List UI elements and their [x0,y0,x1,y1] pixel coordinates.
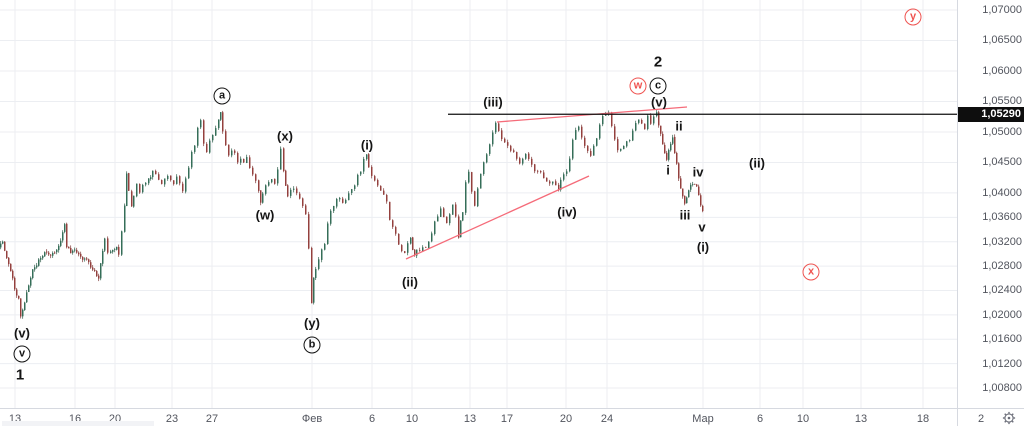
price-axis-label: 1,06500 [982,34,1022,47]
price-axis-label: 1,01200 [982,357,1022,370]
price-axis-label: 1,06000 [982,64,1022,77]
price-axis-label: 1,05000 [982,125,1022,138]
bottom-left-strip [2,421,154,426]
wave-annotation-w[interactable]: (w) [255,207,275,223]
wave-annotation-y[interactable]: y [904,8,922,26]
time-axis-label: 24 [600,413,614,425]
wave-annotation-v[interactable]: v [698,219,706,235]
price-line-label[interactable]: 1,05290 [958,106,1024,122]
wave-annotation-x[interactable]: (x) [277,128,293,144]
wave-annotation-iii[interactable]: (iii) [483,94,503,110]
wave-annotation-i[interactable]: (i) [696,239,710,255]
time-axis-label: 13 [463,413,477,425]
wave-annotation-b[interactable]: b [303,336,321,354]
wave-annotation-ii[interactable]: ii [675,118,683,134]
price-axis-label: 1,02000 [982,308,1022,321]
price-axis-label: 1,04000 [982,186,1022,199]
wave-annotation-iv[interactable]: iv [692,164,704,180]
axis-corner-divider [957,409,958,426]
time-axis-label: 6 [368,413,376,425]
wave-annotation-x[interactable]: x [802,263,820,281]
wave-annotation-v[interactable]: (v) [14,325,30,341]
time-axis-label: 10 [796,413,810,425]
wave-annotation-i[interactable]: (i) [360,137,374,153]
candlestick-chart [0,0,957,408]
price-axis-label: 1,01600 [982,333,1022,346]
axis-settings-button[interactable] [1001,410,1017,426]
chart-plot-area[interactable]: (v) v 1 a (x) (w) (i) (y) b (ii) (iii) (iv) 2 w c (v) ii… [0,0,957,408]
price-axis-label: 1,02800 [982,260,1022,273]
time-axis-label: Фев [301,413,323,425]
wave-annotation-i[interactable]: i [666,162,670,178]
wave-annotation-v[interactable]: v [13,345,31,363]
wave-annotation-a[interactable]: a [213,87,231,105]
time-axis[interactable]: 13 16 20 23 27 Фев 6 10 13 17 20 24 Мар 6 10 13 18 2 [0,408,1024,426]
time-axis-label: 6 [756,413,764,425]
wave-annotation-ii[interactable]: (ii) [749,155,765,171]
wave-annotation-ii[interactable]: (ii) [402,274,418,290]
price-axis-label: 1,07000 [982,4,1022,16]
time-axis-label: 23 [165,413,179,425]
wave-annotation-v[interactable]: (v) [651,94,667,110]
wave-annotation-1[interactable]: 1 [15,366,25,384]
time-axis-label: 10 [405,413,419,425]
time-axis-label: Мар [692,413,714,425]
wave-annotation-iv[interactable]: (iv) [557,204,577,220]
price-axis-label: 1,04500 [982,156,1022,169]
price-axis[interactable]: 1,05290 1,07000 1,06500 1,06000 1,05500 1,05… [957,0,1024,408]
time-axis-label: 27 [205,413,219,425]
time-axis-label: 13 [854,413,868,425]
wave-annotation-iii[interactable]: iii [679,207,691,223]
time-axis-label: 20 [559,413,573,425]
wave-annotation-w[interactable]: w [629,77,647,95]
price-axis-label: 1,05500 [982,95,1022,108]
price-axis-label: 1,03600 [982,211,1022,224]
wave-annotation-y[interactable]: (y) [304,315,320,331]
price-axis-label: 1,02400 [982,284,1022,297]
time-axis-label: 2 [977,413,985,425]
gear-icon [1002,411,1016,425]
price-axis-label: 1,00800 [982,382,1022,395]
time-axis-label: 17 [500,413,514,425]
wave-annotation-2[interactable]: 2 [653,53,663,71]
price-axis-label: 1,03200 [982,235,1022,248]
time-axis-label: 18 [916,413,930,425]
wave-annotation-c[interactable]: c [649,77,667,95]
